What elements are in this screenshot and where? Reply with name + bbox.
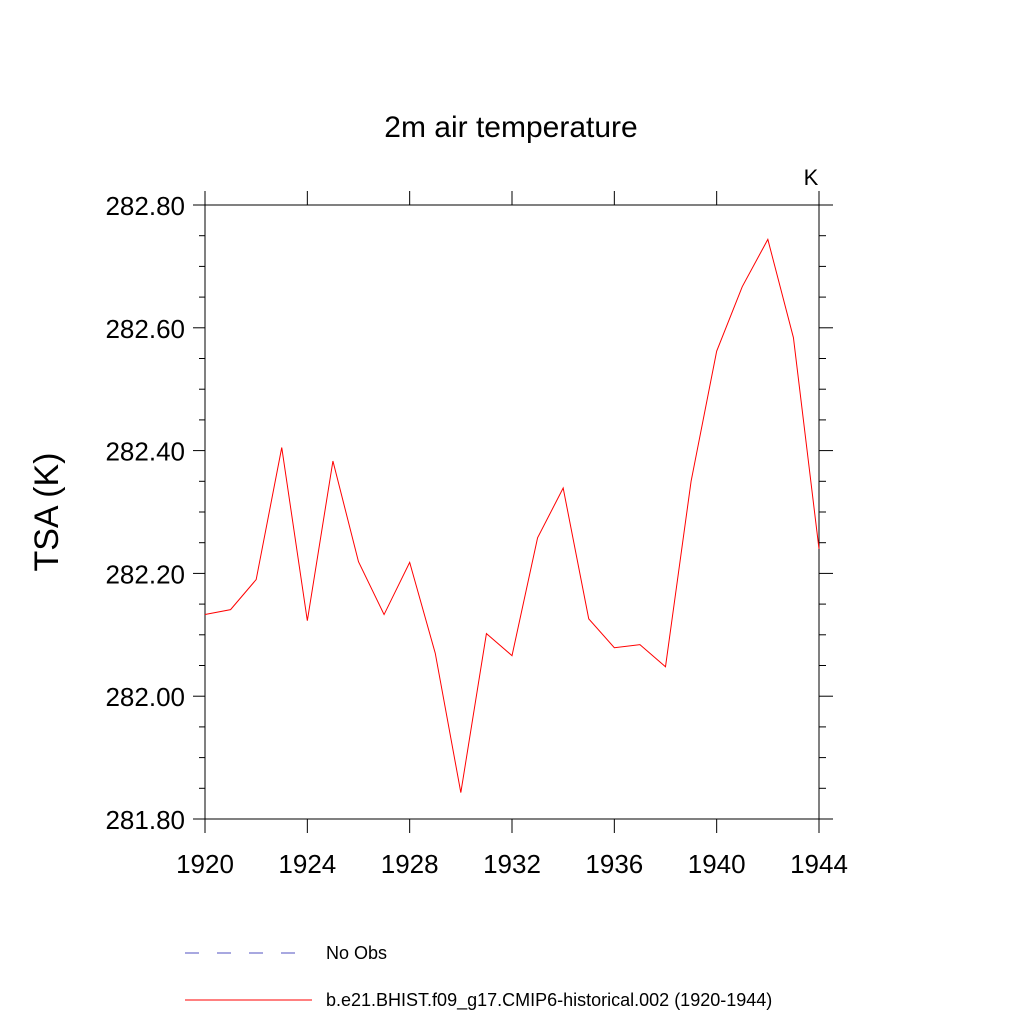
series-layer: [204, 238, 820, 793]
unit-label: K: [804, 165, 819, 190]
x-tick-label: 1920: [176, 849, 234, 879]
x-tick-label: 1924: [278, 849, 336, 879]
y-axis-ticks: 281.80 282.00 282.20 282.40 282.60 282.80: [105, 191, 833, 835]
legend-label-no-obs: No Obs: [326, 943, 387, 963]
y-tick-label: 282.60: [105, 314, 185, 344]
y-tick-label: 282.20: [105, 559, 185, 589]
legend-label-historical: b.e21.BHIST.f09_g17.CMIP6-historical.002…: [326, 990, 772, 1011]
series-line: [204, 238, 820, 793]
chart-title: 2m air temperature: [384, 111, 637, 144]
y-tick-label: 282.80: [105, 191, 185, 221]
x-tick-label: 1944: [790, 849, 848, 879]
y-tick-label: 282.40: [105, 437, 185, 467]
x-tick-label: 1940: [688, 849, 746, 879]
y-tick-label: 281.80: [105, 805, 185, 835]
y-tick-label: 282.00: [105, 682, 185, 712]
x-tick-label: 1928: [381, 849, 439, 879]
plot-frame: [204, 204, 820, 820]
y-axis-label: TSA (K): [28, 452, 66, 571]
x-tick-label: 1932: [483, 849, 541, 879]
x-tick-label: 1936: [585, 849, 643, 879]
x-axis-ticks: 1920 1924 1928 1932 1936 1940 1944: [176, 191, 848, 879]
